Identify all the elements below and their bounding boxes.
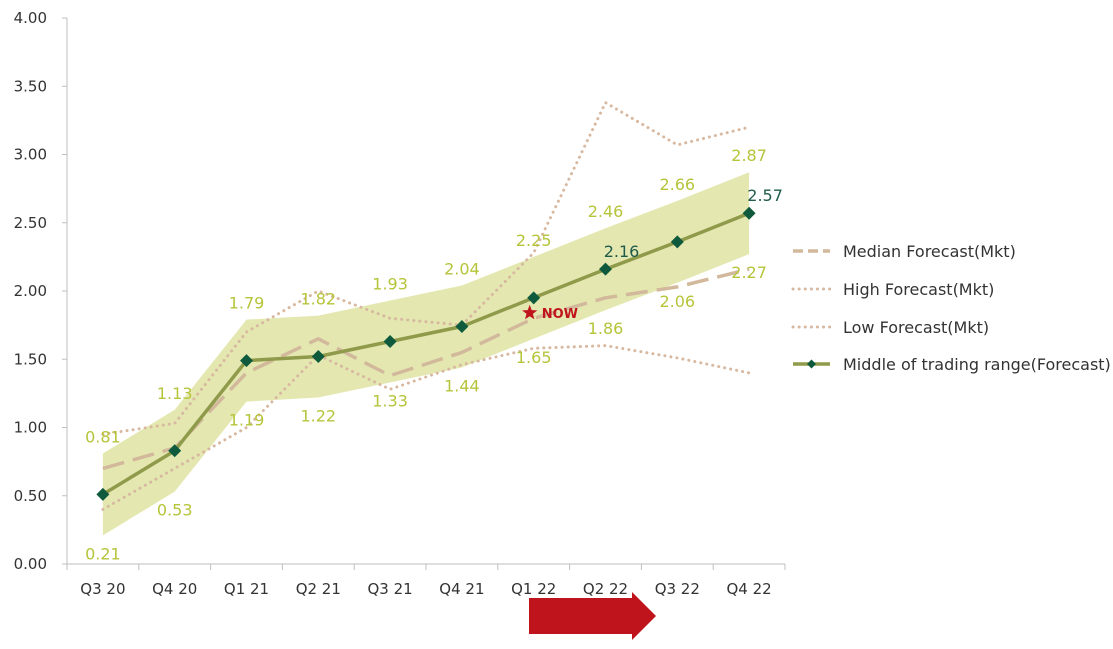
highlight-middle-label: 2.57 (747, 186, 783, 205)
middle-marker (455, 319, 469, 333)
upper-range-label: 2.25 (516, 231, 552, 250)
series-layer (96, 101, 756, 511)
low-forecast-line (101, 344, 751, 511)
y-tick-label: 0.00 (14, 555, 47, 573)
y-tick-label: 2.50 (14, 214, 47, 232)
middle-trading-range-line (101, 211, 750, 496)
data-label-layer: 0.81 1.13 1.79 1.82 1.93 2.04 2.25 2.46 2.66 2.87… (85, 146, 783, 563)
y-tick-label: 3.00 (14, 146, 47, 164)
middle-marker (168, 444, 182, 458)
middle-marker (96, 487, 110, 501)
lower-range-label: 0.21 (85, 544, 121, 563)
now-star-icon (522, 304, 538, 320)
lower-range-label: 1.44 (444, 376, 480, 395)
upper-range-label: 2.04 (444, 260, 480, 279)
upper-range-label: 1.79 (229, 294, 265, 313)
legend-label: Median Forecast(Mkt) (843, 242, 1016, 261)
lower-range-label: 1.19 (229, 411, 265, 430)
x-tick-label: Q3 20 (80, 580, 125, 598)
legend-label: Low Forecast(Mkt) (843, 318, 989, 337)
middle-marker (599, 262, 612, 276)
upper-range-label: 1.93 (372, 275, 408, 294)
middle-marker (527, 291, 541, 305)
high-forecast-line (101, 101, 751, 436)
upper-range-label: 2.66 (659, 175, 695, 194)
middle-marker (742, 206, 756, 220)
x-tick-label: Q3 21 (367, 580, 412, 598)
x-tick-label: Q1 21 (224, 580, 269, 598)
y-tick-label: 1.00 (14, 419, 47, 437)
now-label: NOW (542, 307, 578, 322)
forecast-arrow-icon (529, 592, 656, 640)
middle-marker (311, 350, 325, 364)
legend-label: Middle of trading range(Forecast) (843, 355, 1111, 374)
x-tick-label: Q2 22 (583, 580, 628, 598)
legend-high: High Forecast(Mkt) (791, 280, 994, 299)
upper-range-label: 1.13 (157, 384, 193, 403)
x-tick-label: Q1 22 (511, 580, 556, 598)
upper-range-label: 0.81 (85, 427, 121, 446)
x-tick-label: Q4 20 (152, 580, 197, 598)
x-tick-label: Q2 21 (296, 580, 341, 598)
trading-range-band (102, 172, 750, 536)
y-axis-ticks: 0.00 0.50 1.00 1.50 2.00 2.50 3.00 3.50 4.00 (14, 9, 67, 573)
lower-range-label: 1.22 (300, 406, 336, 425)
y-tick-label: 0.50 (14, 487, 47, 505)
legend-label: High Forecast(Mkt) (843, 280, 994, 299)
middle-marker (383, 335, 397, 349)
middle-marker (240, 354, 253, 368)
legend-median: Median Forecast(Mkt) (793, 242, 1016, 261)
lower-range-label: 1.86 (588, 319, 624, 338)
upper-range-label: 2.46 (588, 202, 624, 221)
legend-middle: Middle of trading range(Forecast) (793, 355, 1111, 374)
lower-range-label: 2.06 (659, 292, 695, 311)
y-tick-label: 1.50 (14, 350, 47, 368)
legend: Median Forecast(Mkt) High Forecast(Mkt) Lo… (791, 242, 1111, 374)
legend-marker (807, 359, 816, 369)
x-tick-label: Q3 22 (655, 580, 700, 598)
upper-range-label: 1.82 (300, 290, 336, 309)
median-forecast-line (102, 267, 750, 471)
y-tick-label: 3.50 (14, 77, 47, 95)
x-tick-label: Q4 22 (726, 580, 771, 598)
lower-range-label: 0.53 (157, 501, 193, 520)
lower-range-label: 1.33 (372, 391, 408, 410)
axes: Q3 20 Q4 20 Q1 21 Q2 21 Q3 21 Q4 21 Q1 22 Q2 22… (66, 18, 786, 598)
middle-marker (670, 235, 684, 249)
highlight-middle-label: 2.16 (604, 242, 640, 261)
annotations: NOW (522, 304, 656, 640)
trading-range-band-layer (102, 172, 750, 536)
lower-range-label: 1.65 (516, 348, 552, 367)
x-tick-label: Q4 21 (439, 580, 484, 598)
upper-range-label: 2.87 (731, 146, 767, 165)
legend-low: Low Forecast(Mkt) (791, 318, 989, 337)
y-tick-label: 4.00 (14, 9, 47, 27)
y-tick-label: 2.00 (14, 282, 47, 300)
lower-range-label: 2.27 (731, 263, 767, 282)
